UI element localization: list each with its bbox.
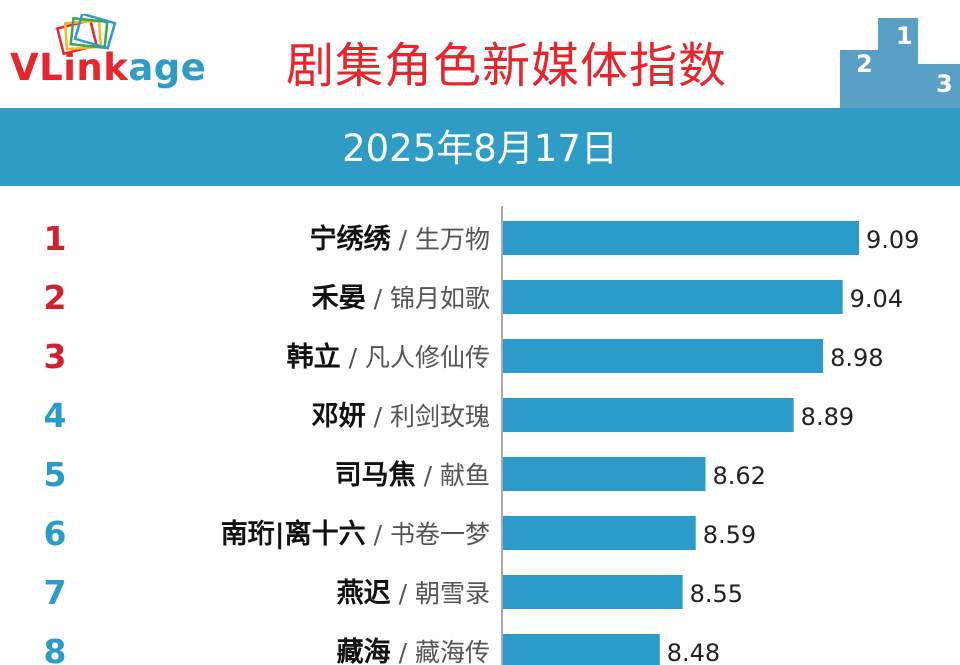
bar (503, 221, 859, 255)
podium-label-2: 1 (896, 22, 913, 50)
rank-number: 6 (44, 514, 67, 553)
podium-label-1: 2 (856, 50, 873, 78)
drama-name: / 生万物 (391, 225, 490, 254)
category-label: 邓妍 / 利剑玫瑰 (312, 401, 490, 432)
value-label: 8.48 (667, 639, 720, 665)
podium-label-3: 3 (936, 70, 953, 98)
bar (503, 339, 824, 373)
category-label: 禾晏 / 锦月如歌 (312, 283, 490, 314)
drama-name: / 藏海传 (391, 638, 490, 665)
rank-number: 4 (44, 396, 67, 435)
logo-wordmark-part2: age (128, 46, 207, 89)
character-name: 禾晏 (312, 283, 366, 314)
drama-name: / 利剑玫瑰 (366, 402, 490, 431)
character-name: 司马焦 (335, 459, 416, 491)
character-name: 韩立 (287, 341, 341, 373)
rank-number: 1 (44, 219, 67, 258)
category-label: 燕迟 / 朝雪录 (337, 578, 490, 609)
drama-name: / 朝雪录 (391, 579, 490, 608)
rank-number: 8 (44, 632, 67, 665)
rank-number: 2 (44, 278, 67, 317)
drama-name: / 书卷一梦 (366, 520, 490, 549)
page-title: 剧集角色新媒体指数 (286, 38, 728, 94)
podium-icon: 213 (840, 18, 960, 108)
rank-number: 7 (44, 573, 67, 612)
category-label: 南珩|离十六 / 书卷一梦 (221, 518, 490, 550)
character-name: 宁绣绣 (310, 223, 392, 255)
rank-number: 3 (44, 337, 67, 376)
bar (503, 516, 696, 550)
logo-wordmark: VLinkage (10, 46, 206, 89)
bar (503, 280, 843, 314)
value-label: 8.59 (703, 521, 756, 549)
drama-name: / 锦月如歌 (366, 284, 490, 313)
category-label: 韩立 / 凡人修仙传 (287, 341, 490, 373)
logo-card-icon (55, 14, 117, 56)
category-label: 司马焦 / 献鱼 (335, 459, 490, 491)
character-name: 南珩|离十六 (221, 518, 366, 550)
value-label: 8.55 (690, 580, 743, 608)
date-label: 2025年8月17日 (342, 127, 618, 170)
value-label: 9.09 (866, 226, 919, 254)
character-name: 藏海 (337, 637, 391, 665)
bar (503, 575, 683, 609)
podium-block-2 (878, 18, 918, 108)
rank-number: 5 (44, 455, 67, 494)
bar (503, 457, 706, 491)
drama-name: / 凡人修仙传 (341, 343, 490, 372)
value-label: 8.89 (801, 403, 854, 431)
character-name: 燕迟 (337, 578, 391, 609)
value-label: 8.98 (830, 344, 883, 372)
value-label: 9.04 (850, 285, 903, 313)
drama-name: / 献鱼 (416, 461, 490, 490)
podium-block-3 (918, 64, 960, 108)
category-label: 宁绣绣 / 生万物 (310, 223, 490, 255)
bar (503, 634, 660, 665)
vlinkage-logo: VLinkage (10, 14, 220, 94)
podium-block-1 (840, 50, 878, 108)
category-label: 藏海 / 藏海传 (337, 637, 490, 665)
bar (503, 398, 794, 432)
logo-wordmark-part1: VLink (10, 46, 129, 89)
ranking-chart: 1 宁绣绣 / 生万物 9.09 2 禾晏 / 锦月如歌 9.04 3 韩立 / 凡人修仙传 8… (44, 206, 919, 665)
character-name: 邓妍 (312, 401, 366, 432)
date-band: 2025年8月17日 (0, 108, 960, 186)
value-label: 8.62 (712, 462, 765, 490)
